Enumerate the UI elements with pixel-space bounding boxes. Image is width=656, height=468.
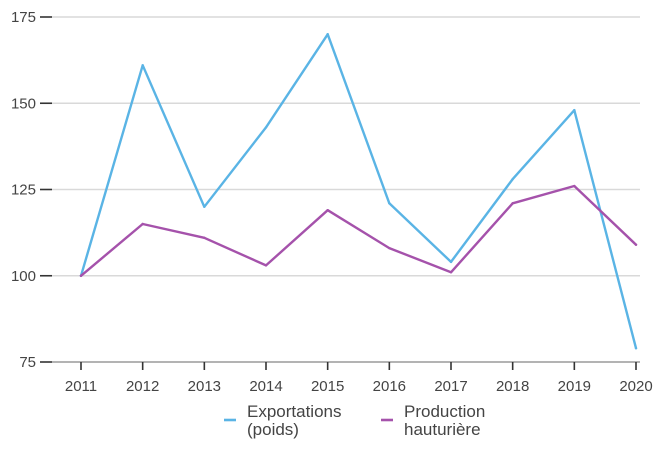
y-tick-label: 100 xyxy=(11,268,36,285)
data-point xyxy=(141,222,144,226)
legend-label: Exportations xyxy=(247,402,342,421)
grid-lines xyxy=(52,16,640,363)
series-lines xyxy=(79,33,638,350)
x-tick-label: 2015 xyxy=(311,378,344,395)
x-tick-label: 2014 xyxy=(249,378,282,395)
y-tick-label: 75 xyxy=(19,354,36,371)
data-point xyxy=(264,126,268,129)
data-point xyxy=(511,177,514,181)
legend-entry-1: Exportations(poids) xyxy=(224,402,342,439)
series-line-2 xyxy=(79,184,638,277)
data-point xyxy=(79,274,83,277)
x-tick-label: 2017 xyxy=(434,378,467,395)
x-tick-label: 2013 xyxy=(188,378,221,395)
legend-label: Production xyxy=(404,402,485,421)
data-point xyxy=(326,33,329,36)
legend-label: (poids) xyxy=(247,420,299,439)
data-point xyxy=(264,264,268,267)
x-tick-label: 2018 xyxy=(496,378,529,395)
data-point xyxy=(326,209,329,212)
legend-label: hauturière xyxy=(404,420,481,439)
data-point xyxy=(449,271,453,274)
data-point xyxy=(203,205,206,208)
axes: 75 100 125 150 175 2011 2012 2013 2014 2015 2016 20… xyxy=(11,9,653,395)
x-tick-label: 2012 xyxy=(126,378,159,395)
y-tick-label: 125 xyxy=(11,182,36,199)
data-point xyxy=(573,184,576,188)
data-point xyxy=(634,243,638,246)
x-tick-label: 2019 xyxy=(558,378,591,395)
data-point xyxy=(511,202,514,205)
data-point xyxy=(449,260,453,264)
data-point xyxy=(388,246,391,250)
data-point xyxy=(203,236,206,239)
y-tick-label: 150 xyxy=(11,95,36,112)
series-line-1 xyxy=(79,33,638,350)
y-tick-label: 175 xyxy=(11,9,36,26)
data-point xyxy=(141,64,144,67)
data-point xyxy=(634,347,638,350)
data-point xyxy=(388,202,391,205)
x-tick-label: 2011 xyxy=(65,378,97,395)
x-tick-label: 2016 xyxy=(373,378,406,395)
x-tick-label: 2020 xyxy=(619,378,652,395)
data-point xyxy=(573,108,576,112)
